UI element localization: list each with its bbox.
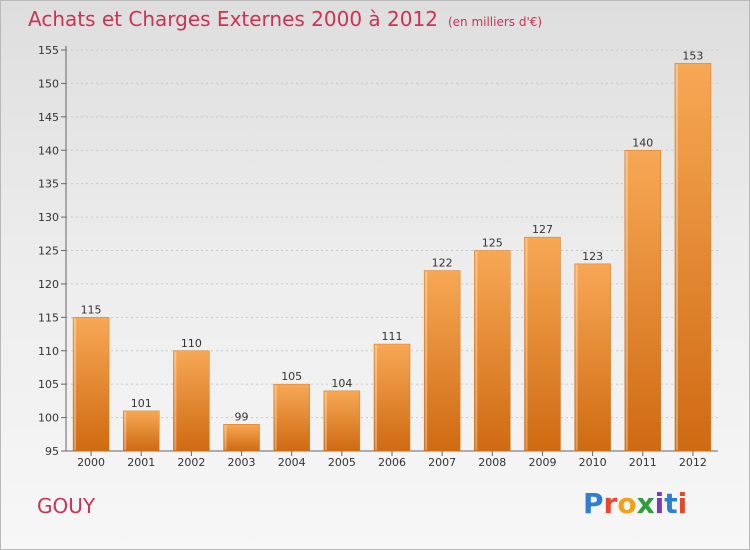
x-tick-label-2010: 2010 [579,456,607,469]
x-tick-label-2012: 2012 [679,456,707,469]
data-label-2003: 99 [235,410,249,423]
bar-2002 [173,350,210,452]
data-label-2001: 101 [131,397,152,410]
bar-2003 [223,424,260,452]
bar-highlight [74,318,77,450]
data-label-2004: 105 [281,370,302,383]
bar-highlight [375,345,377,450]
y-tick-label: 105 [38,378,59,391]
bar-highlight [525,238,528,450]
y-tick-label: 130 [38,211,59,224]
x-tick-label-2007: 2007 [428,456,456,469]
data-label-2010: 123 [582,250,603,263]
x-tick-label-2008: 2008 [478,456,506,469]
bar-2008 [474,250,511,452]
bar-2009 [524,236,561,452]
data-label-2009: 127 [532,223,553,236]
place-name: GOUY [37,494,96,518]
y-tick-label: 135 [38,178,59,191]
x-tick-label-2003: 2003 [228,456,256,469]
chart-title: Achats et Charges Externes 2000 à 2012 [28,7,438,31]
bar-highlight [675,64,678,450]
proxiti-logo: Proxiti [583,487,688,520]
bar-2006 [373,343,411,452]
x-tick-label-2009: 2009 [528,456,556,469]
bar-highlight [625,151,628,450]
x-tick-label-2000: 2000 [77,456,105,469]
data-label-2012: 153 [682,49,703,62]
bar-highlight [124,411,127,450]
x-tick-label-2001: 2001 [127,456,155,469]
bar-highlight [475,251,478,450]
y-tick-label: 140 [38,144,59,157]
y-tick-label: 125 [38,245,59,258]
data-label-2000: 115 [81,303,102,316]
bar-2004 [273,383,310,452]
data-label-2011: 140 [632,136,653,149]
x-tick-label-2011: 2011 [629,456,657,469]
bar-highlight [425,271,428,450]
bar-2012 [674,63,712,452]
x-tick-label-2006: 2006 [378,456,406,469]
data-label-2002: 110 [181,337,202,350]
y-tick-label: 120 [38,278,59,291]
y-tick-label: 95 [45,445,59,458]
y-tick-label: 110 [38,345,59,358]
y-tick-label: 100 [38,412,59,425]
y-tick-label: 155 [38,44,59,57]
y-tick-label: 115 [38,311,59,324]
bar-highlight [174,351,177,450]
x-tick-label-2005: 2005 [328,456,356,469]
x-tick-label-2002: 2002 [177,456,205,469]
chart-unit: (en milliers d'€) [447,15,543,29]
data-label-2006: 111 [382,330,403,343]
data-label-2008: 125 [482,237,503,250]
bar-highlight [324,391,327,450]
bar-2007 [423,270,461,452]
x-tick-label-2004: 2004 [278,456,306,469]
data-label-2007: 122 [432,257,453,270]
bar-highlight [575,264,578,450]
bar-highlight [274,385,277,450]
bar-highlight [224,425,227,450]
y-tick-label: 145 [38,111,59,124]
y-tick-label: 150 [38,77,59,90]
bar-2001 [122,410,160,452]
data-label-2005: 104 [331,377,352,390]
bar-2011 [624,150,662,452]
bar-2010 [574,263,611,452]
chart-title-block: Achats et Charges Externes 2000 à 2012 (e… [28,7,542,31]
bar-2005 [323,390,361,452]
bar-2000 [72,317,110,452]
